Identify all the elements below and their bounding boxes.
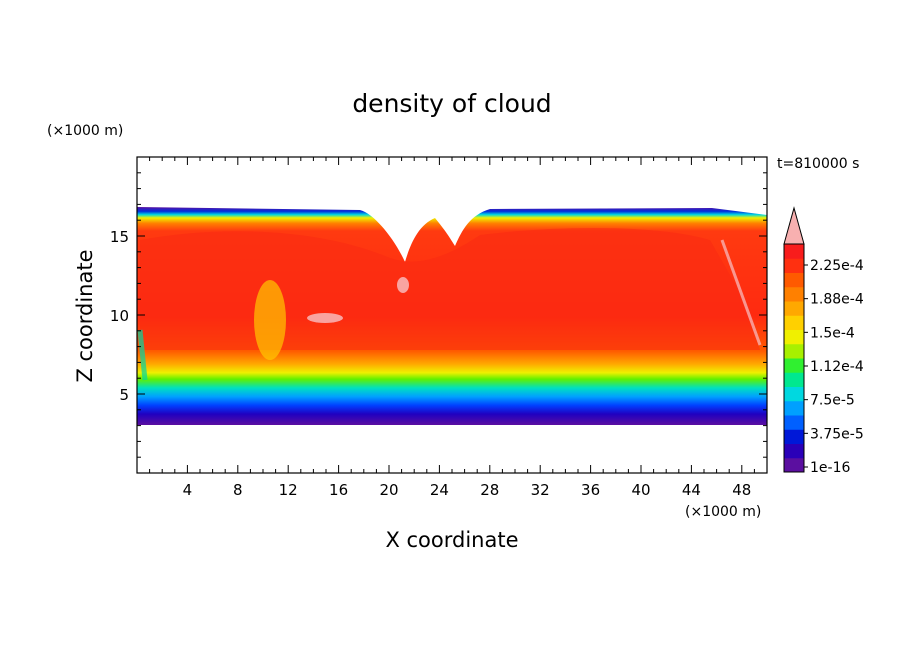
colorbar-extend-arrow	[783, 206, 805, 245]
y-axis-unit: (×1000 m)	[47, 123, 123, 139]
colorbar-swatch	[784, 400, 804, 416]
y-tick-label: 15	[110, 228, 129, 246]
colorbar-label: 3.75e-5	[810, 426, 864, 442]
y-tick-label: 10	[110, 307, 129, 325]
x-tick-label: 20	[379, 481, 398, 499]
x-tick-label: 48	[732, 481, 751, 499]
colorbar-label: 1.88e-4	[810, 292, 864, 308]
chart-title: density of cloud	[352, 89, 551, 118]
colorbar-swatch	[784, 443, 804, 459]
colorbar-swatch	[784, 301, 804, 316]
y-axis-label: Z coordinate	[73, 249, 97, 382]
x-tick-label: 16	[329, 481, 348, 499]
x-tick-label: 36	[581, 481, 600, 499]
colorbar-swatch	[784, 258, 804, 273]
light-patch-left	[254, 280, 286, 360]
colorbar-swatch	[784, 329, 804, 345]
time-label: t=810000 s	[777, 156, 859, 172]
colorbar-swatch	[784, 457, 804, 473]
colorbar-label: 2.25e-4	[810, 258, 864, 274]
colorbar-swatch	[784, 415, 804, 430]
y-tick-label: 5	[119, 386, 129, 404]
x-tick-label: 44	[682, 481, 701, 499]
colorbar-swatch	[784, 315, 804, 330]
colorbar-label: 7.5e-5	[810, 393, 855, 409]
x-axis-label: X coordinate	[385, 528, 518, 552]
left-edge-streak	[137, 329, 148, 381]
colorbar-swatch	[784, 386, 804, 402]
right-edge-streak	[720, 239, 762, 346]
colorbar-label: 1.12e-4	[810, 359, 864, 375]
colorbar-frame	[783, 243, 805, 473]
x-tick-label: 32	[531, 481, 550, 499]
x-tick-label: 4	[183, 481, 193, 499]
colorbar-swatch	[784, 429, 804, 444]
heatmap-field	[137, 207, 767, 425]
x-tick-label: 40	[631, 481, 650, 499]
y-axis-ticks: 5 10 15	[110, 172, 767, 458]
cloud-core	[140, 228, 760, 350]
colorbar: 2.25e-4 1.88e-4 1.5e-4 1.12e-4 7.5e-5 3.75e-5…	[783, 206, 864, 476]
x-tick-label: 8	[233, 481, 243, 499]
x-tick-label: 12	[279, 481, 298, 499]
colorbar-swatch	[784, 358, 804, 373]
colorbar-swatch	[784, 244, 804, 259]
x-tick-label: 28	[480, 481, 499, 499]
colorbar-label: 1e-16	[810, 460, 850, 476]
x-axis-unit: (×1000 m)	[685, 504, 761, 520]
x-tick-label: 24	[430, 481, 449, 499]
x-axis-ticks: 4 8 12 16 20 24 28 32 36 40 44 48	[149, 157, 755, 499]
light-patch-top	[397, 277, 409, 293]
colorbar-swatch	[784, 343, 804, 359]
colorbar-swatch	[784, 286, 804, 302]
colorbar-label: 1.5e-4	[810, 325, 855, 341]
colorbar-swatch	[784, 272, 804, 288]
light-patch-mid	[307, 313, 343, 323]
colorbar-swatch	[784, 372, 804, 387]
